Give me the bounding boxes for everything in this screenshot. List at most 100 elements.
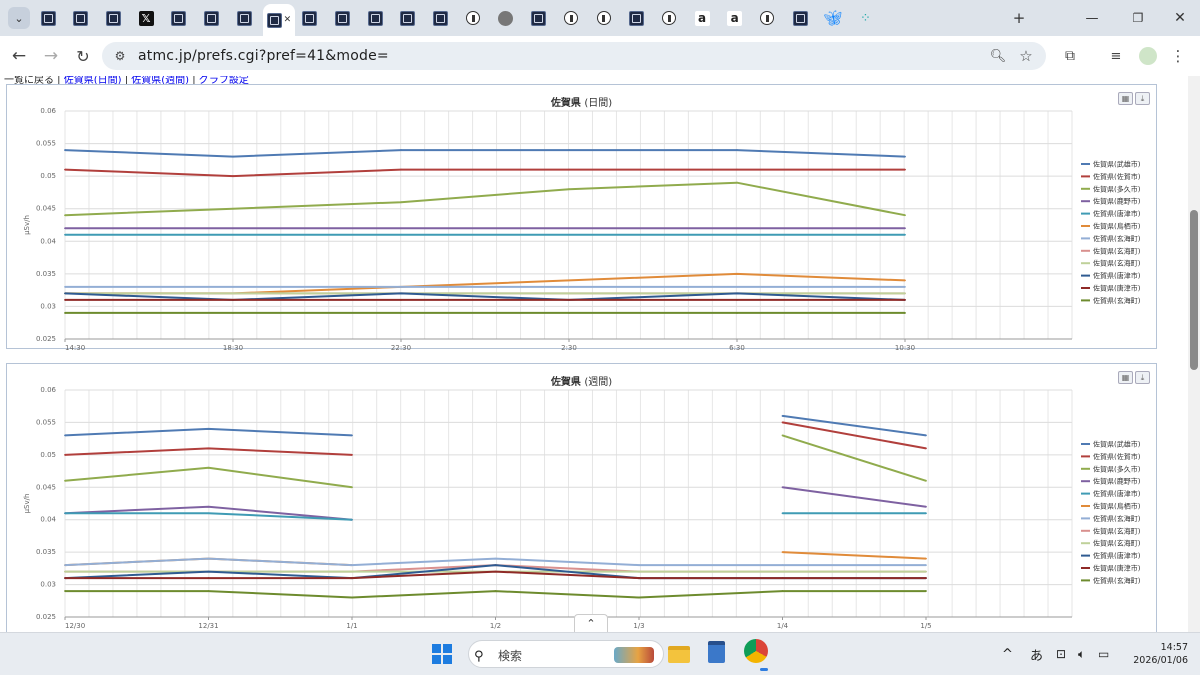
y-tick-label: 0.035 — [36, 270, 56, 278]
browser-tab[interactable] — [525, 4, 553, 32]
collapse-caret-icon[interactable]: ⌃ — [574, 614, 608, 632]
minimize-icon[interactable]: — — [1085, 10, 1099, 26]
series-line — [782, 414, 927, 437]
reading-list-icon[interactable]: ≡ — [1110, 48, 1122, 64]
browser-tab[interactable] — [394, 4, 422, 32]
legend-item: 佐賀県(鹿野市) — [1093, 477, 1141, 486]
x-tick-label: 1/1 — [346, 622, 357, 630]
address-bar[interactable] — [102, 42, 1046, 70]
browser-tab[interactable] — [492, 4, 520, 32]
browser-tab[interactable]: 𝕏 — [132, 4, 160, 32]
legend-item: 佐賀県(多久市) — [1093, 464, 1141, 473]
data-point — [736, 292, 738, 295]
menu-icon[interactable]: ⋮ — [1170, 47, 1186, 65]
data-point — [400, 233, 402, 236]
download-icon[interactable]: ⤓ — [1135, 371, 1150, 384]
x-tick-label: 14:30 — [65, 344, 85, 350]
y-tick-label: 0.035 — [36, 548, 56, 556]
browser-tab[interactable] — [557, 4, 585, 32]
browser-tab[interactable] — [753, 4, 781, 32]
forward-icon[interactable]: → — [43, 46, 59, 66]
taskbar-search-box[interactable] — [468, 640, 664, 668]
notepad-icon[interactable] — [708, 641, 725, 663]
crumb-link-daily[interactable]: 佐賀県(日間) — [63, 76, 122, 86]
print-icon[interactable]: ▦ — [1118, 92, 1133, 105]
back-icon[interactable]: ← — [11, 46, 27, 66]
browser-tab[interactable] — [99, 4, 127, 32]
browser-tab[interactable]: ⁘ — [852, 4, 880, 32]
chrome-icon[interactable] — [744, 639, 768, 663]
browser-tab[interactable] — [165, 4, 193, 32]
site-info-icon[interactable]: ⚙ — [114, 49, 126, 63]
data-point — [925, 512, 927, 515]
data-point — [638, 577, 640, 579]
data-point — [904, 299, 906, 301]
file-explorer-icon[interactable] — [668, 643, 690, 665]
tab-search-chevron-icon[interactable]: ⌄ — [8, 7, 30, 29]
new-tab-button[interactable]: + — [1012, 9, 1026, 27]
data-point — [400, 168, 402, 171]
browser-tab[interactable] — [590, 4, 618, 32]
ime-indicator[interactable]: あ — [1030, 648, 1044, 664]
search-highlight-icon[interactable] — [614, 644, 654, 666]
data-point — [400, 285, 402, 288]
data-point — [64, 227, 66, 230]
legend-item: 佐賀県(玄海町) — [1093, 526, 1141, 535]
browser-tab[interactable] — [786, 4, 814, 32]
data-point — [904, 233, 906, 236]
windows-start-icon[interactable] — [432, 643, 452, 665]
crumb-link-weekly[interactable]: 佐賀県(週間) — [131, 76, 190, 86]
series-line — [782, 421, 927, 450]
download-icon[interactable]: ⤓ — [1135, 92, 1150, 105]
restore-icon[interactable]: ❐ — [1132, 11, 1144, 25]
data-point — [568, 168, 570, 171]
browser-tab[interactable] — [230, 4, 258, 32]
data-point — [64, 299, 66, 301]
scrollbar-thumb[interactable] — [1190, 210, 1198, 370]
page-content: 一覧に戻る | 佐賀県(日間) | 佐賀県(週間) | グラフ設定 佐賀県 (日… — [0, 76, 1188, 632]
data-point — [904, 312, 906, 314]
profile-avatar[interactable] — [1138, 46, 1158, 66]
browser-tab[interactable] — [198, 4, 226, 32]
close-tab-icon[interactable]: ✕ — [283, 15, 292, 25]
browser-tab[interactable]: a — [688, 4, 716, 32]
chart-plot-weekly: 0.06 0.055 0.05 0.045 0.04 0.035 0.03 0.025 μSv/… — [23, 386, 1141, 630]
bookmark-star-icon[interactable]: ☆ — [1019, 47, 1033, 65]
data-point — [64, 292, 66, 295]
browser-tab[interactable] — [623, 4, 651, 32]
browser-tab[interactable] — [655, 4, 683, 32]
browser-tab[interactable] — [34, 4, 62, 32]
clock[interactable]: 14:57 2026/01/06 — [1124, 641, 1188, 667]
data-point — [400, 149, 402, 151]
network-icon[interactable]: ⊡ — [1056, 647, 1067, 661]
legend-item: 佐賀県(唐津市) — [1093, 209, 1141, 218]
browser-tab[interactable] — [459, 4, 487, 32]
x-tick-label: 1/4 — [777, 622, 789, 630]
crumb-link-settings[interactable]: グラフ設定 — [198, 76, 249, 86]
close-window-icon[interactable]: ✕ — [1174, 10, 1186, 26]
browser-tab[interactable]: a — [721, 4, 749, 32]
browser-tab[interactable] — [296, 4, 324, 32]
browser-tab[interactable] — [426, 4, 454, 32]
battery-icon[interactable]: ▭ — [1098, 647, 1110, 661]
zoom-icon[interactable]: 🔍︎ — [989, 48, 1007, 64]
data-point — [781, 421, 784, 424]
data-point — [351, 518, 353, 521]
print-icon[interactable]: ▦ — [1118, 371, 1133, 384]
browser-tab[interactable]: 🦋︎ — [819, 4, 847, 32]
browser-tab[interactable] — [67, 4, 95, 32]
data-point — [781, 570, 784, 573]
url-text[interactable]: atmc.jp/prefs.cgi?pref=41&mode= — [138, 48, 389, 64]
chart-panel-weekly: 佐賀県 (週間) ▦ ⤓ 0.06 0.055 0.05 0.045 0.04 0.035… — [6, 363, 1157, 632]
data-point — [207, 505, 210, 508]
reload-icon[interactable]: ↻ — [76, 46, 90, 66]
active-app-indicator — [760, 668, 768, 671]
browser-tab[interactable] — [361, 4, 389, 32]
extensions-icon[interactable]: ⧉ — [1065, 48, 1075, 64]
y-tick-label: 0.03 — [40, 302, 56, 310]
volume-icon[interactable]: 🔈︎ — [1078, 646, 1086, 661]
tray-chevron-up-icon[interactable]: ^ — [1002, 646, 1013, 662]
legend-item: 佐賀県(玄海町) — [1093, 576, 1141, 585]
browser-tab[interactable] — [328, 4, 356, 32]
browser-tab[interactable]: ✕ — [262, 4, 295, 36]
